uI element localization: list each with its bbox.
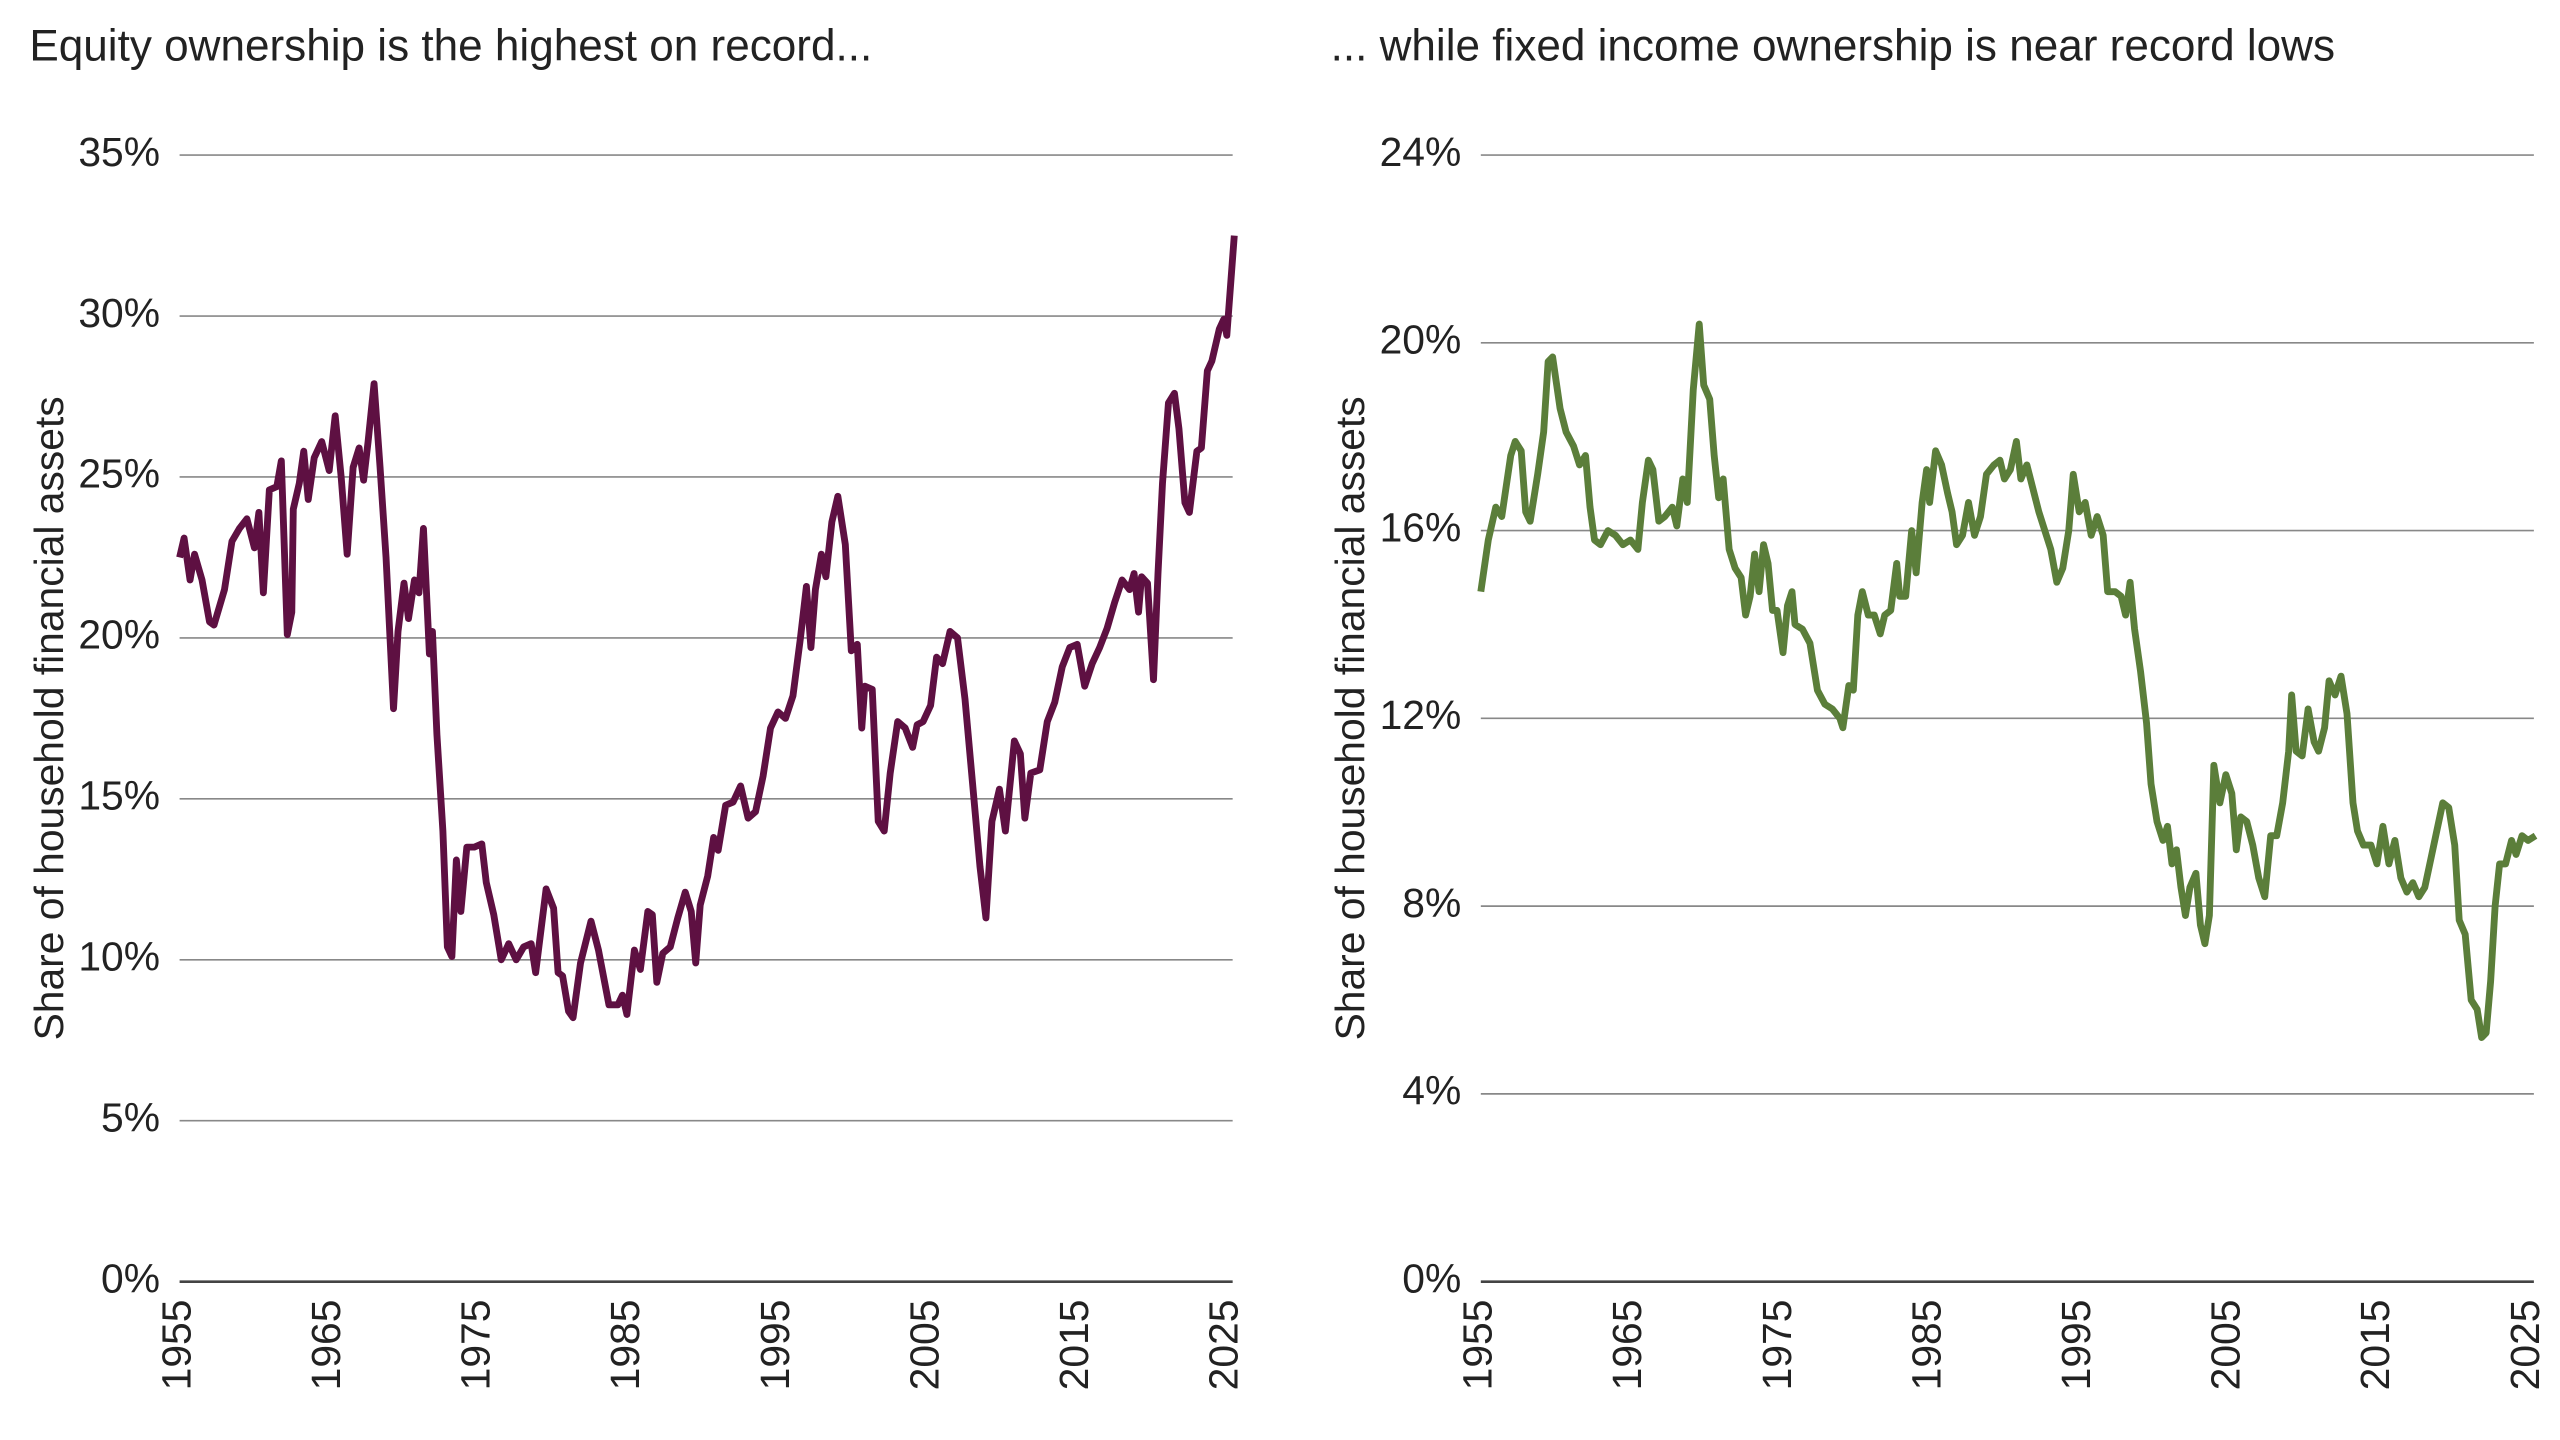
x-tick-label: 2005 — [901, 1300, 947, 1391]
y-tick-label: 5% — [101, 1094, 160, 1140]
x-tick-label: 1985 — [602, 1300, 648, 1391]
chart-title: Equity ownership is the highest on recor… — [29, 22, 872, 71]
y-tick-label: 24% — [1380, 129, 1462, 175]
y-tick-label: 0% — [101, 1255, 160, 1301]
data-line — [176, 235, 1238, 1022]
x-tick-label: 1995 — [752, 1300, 798, 1391]
y-tick-label: 8% — [1402, 880, 1461, 926]
x-tick-label: 1995 — [2053, 1300, 2099, 1391]
data-line — [1477, 320, 2538, 1041]
y-tick-label: 4% — [1402, 1068, 1461, 1114]
y-tick-label: 12% — [1380, 692, 1462, 738]
y-tick-label: 10% — [78, 934, 160, 980]
x-tick-label: 1975 — [453, 1300, 499, 1391]
y-tick-label: 30% — [78, 290, 160, 336]
x-tick-label: 2025 — [2502, 1300, 2548, 1391]
x-tick-label: 2015 — [1051, 1300, 1097, 1391]
y-tick-label: 35% — [78, 129, 160, 175]
x-tick-label: 2005 — [2203, 1300, 2249, 1391]
chart-title: ... while fixed income ownership is near… — [1331, 22, 2335, 71]
x-tick-label: 1975 — [1754, 1300, 1800, 1391]
y-axis-label: Share of household financial assets — [26, 396, 72, 1040]
x-tick-label: 2015 — [2352, 1300, 2398, 1391]
y-tick-label: 20% — [78, 612, 160, 658]
y-axis-label: Share of household financial assets — [1327, 396, 1373, 1040]
x-tick-label: 1965 — [303, 1300, 349, 1391]
x-tick-label: 1985 — [1903, 1300, 1949, 1391]
y-tick-label: 25% — [78, 451, 160, 497]
x-tick-label: 1955 — [153, 1300, 199, 1391]
panel: ... while fixed income ownership is near… — [1327, 22, 2548, 1391]
y-tick-label: 16% — [1380, 504, 1462, 550]
x-tick-label: 1955 — [1455, 1300, 1501, 1391]
y-tick-label: 0% — [1402, 1255, 1461, 1301]
panel: Equity ownership is the highest on recor… — [26, 22, 1247, 1391]
x-tick-label: 1965 — [1604, 1300, 1650, 1391]
x-tick-label: 2025 — [1201, 1300, 1247, 1391]
y-tick-label: 20% — [1380, 317, 1462, 363]
y-tick-label: 15% — [78, 773, 160, 819]
